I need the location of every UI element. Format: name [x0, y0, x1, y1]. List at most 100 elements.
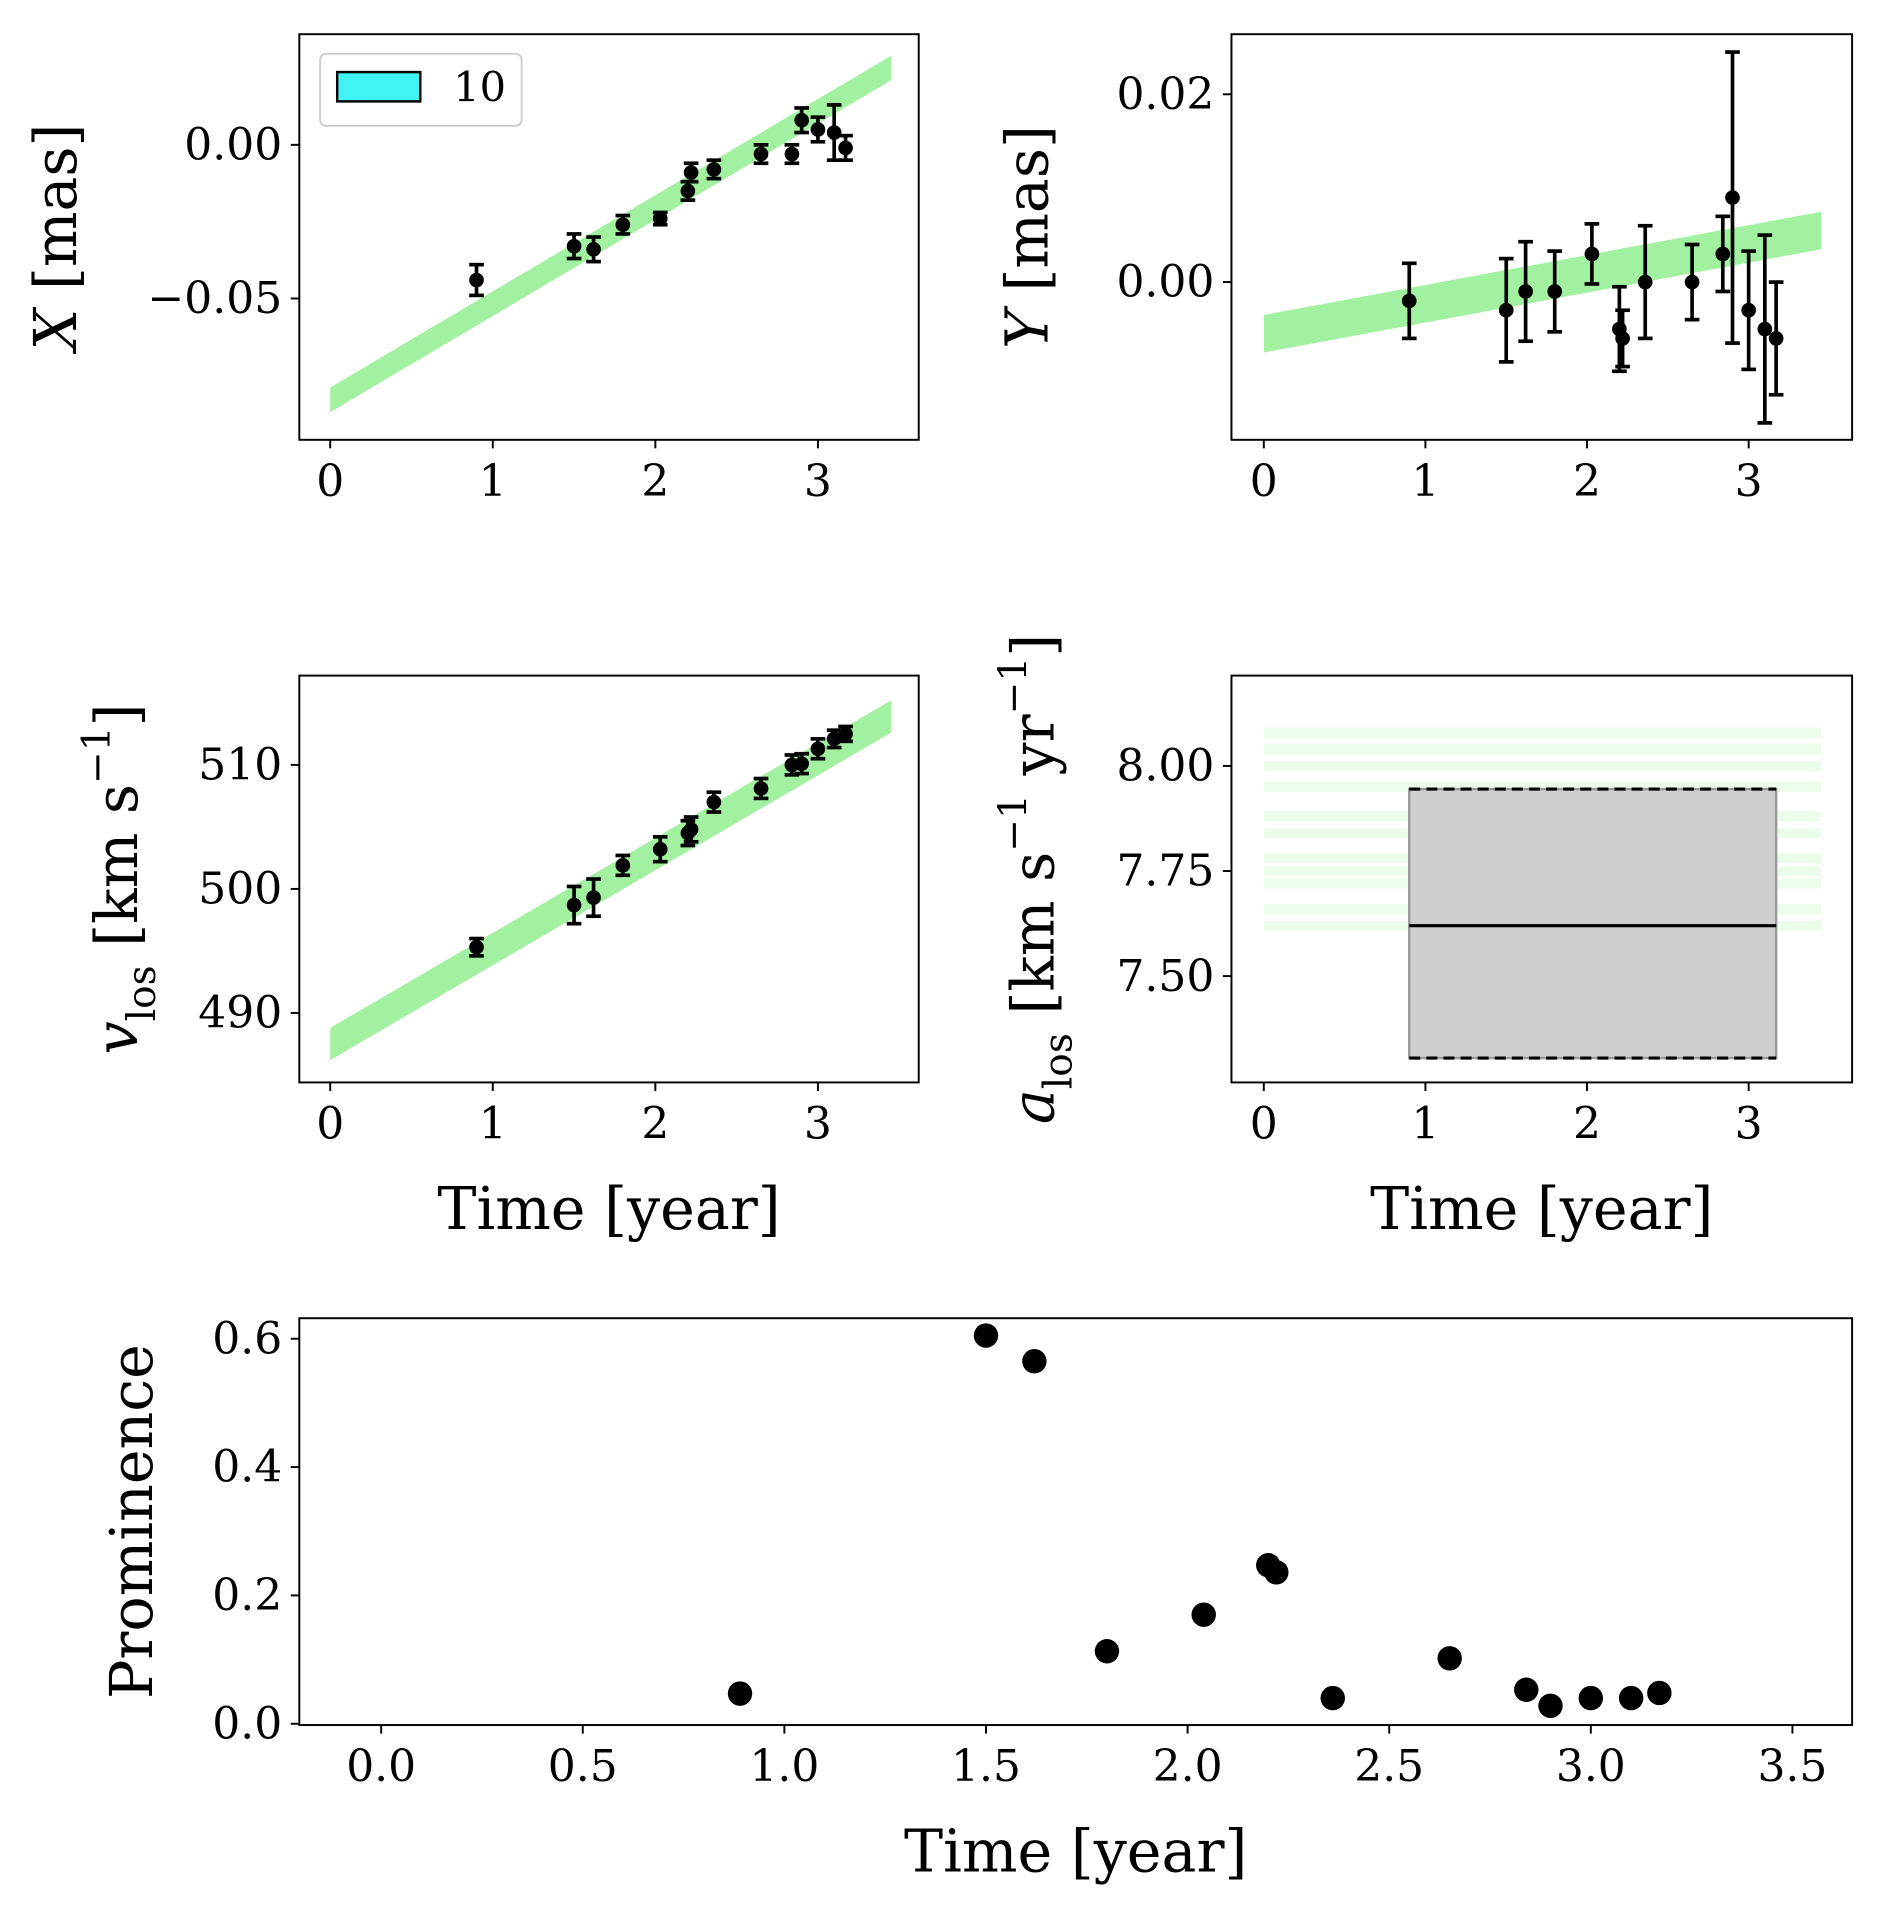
model-band	[330, 700, 892, 1061]
x-tick-label: 1.0	[749, 1741, 819, 1792]
y-tick-label: −0.05	[147, 273, 282, 324]
y-tick-label: 7.50	[1116, 951, 1214, 1002]
y-tick-label: 490	[198, 988, 282, 1039]
point	[586, 241, 601, 257]
panel: 0 1 2 3 490 500 510 Time [year] vlos [km s−1]	[75, 674, 920, 1243]
point	[794, 112, 809, 128]
point	[794, 756, 809, 771]
point	[615, 217, 631, 233]
point	[1578, 1685, 1604, 1711]
axes-frame	[298, 33, 920, 441]
point	[727, 1681, 753, 1706]
point	[753, 146, 769, 162]
y-axis-label-part: [mas]	[22, 124, 90, 309]
point	[1401, 293, 1417, 309]
point	[469, 272, 484, 288]
y-axis-label: Prominence	[98, 1344, 166, 1699]
y-axis-label-part: −1	[991, 794, 1036, 852]
panel: 0 1 2 3 0.00 0.02 Y [mas]	[993, 33, 1854, 507]
point	[1725, 190, 1740, 205]
point	[1514, 1677, 1539, 1702]
y-axis-label: X [mas]	[22, 124, 90, 355]
x-axis-label: Time [year]	[1370, 1175, 1713, 1243]
point	[1437, 1646, 1462, 1671]
model-band	[1263, 211, 1822, 353]
y-tick-label: 510	[198, 740, 282, 791]
y-axis-label-part: yr	[999, 713, 1067, 794]
point	[566, 897, 582, 913]
x-tick-label: 0	[316, 456, 344, 507]
point	[566, 238, 582, 254]
y-axis-label-part: [km s	[999, 852, 1067, 1033]
y-tick-label: 500	[198, 864, 282, 915]
x-tick-label: 2	[1573, 1099, 1601, 1150]
x-tick-label: 2	[1573, 456, 1601, 507]
point	[615, 858, 631, 873]
axes-frame	[1230, 33, 1854, 441]
point	[706, 162, 722, 177]
panel: 0.0 0.5 1.0 1.5 2.0 2.5 3.0 3.5 0.0 0.2 0.4 0.6 Time…	[98, 1313, 1854, 1886]
point	[1498, 302, 1514, 318]
y-axis-label-part: los	[1036, 1033, 1081, 1089]
x-tick-label: 3.5	[1757, 1741, 1827, 1792]
point	[1538, 1693, 1563, 1719]
x-tick-label: 0	[1250, 456, 1278, 507]
point	[1615, 331, 1630, 346]
y-axis-label-part: −1	[991, 657, 1036, 715]
point	[973, 1323, 999, 1348]
x-tick-label: 0	[1250, 1099, 1278, 1150]
point	[1637, 274, 1653, 290]
y-tick-label: 0.4	[212, 1442, 282, 1493]
x-axis-label: Time [year]	[437, 1175, 780, 1243]
point	[1757, 321, 1773, 337]
x-tick-label: 3	[804, 456, 832, 507]
y-tick-label: 0.6	[212, 1313, 282, 1364]
point	[1684, 274, 1700, 290]
y-tick-label: 7.75	[1116, 846, 1214, 897]
point	[680, 183, 696, 199]
box	[1408, 787, 1778, 1060]
point	[1715, 246, 1731, 262]
figure-body: 0 1 2 30.00−0.05X [mas]100 1 2 30.000.02Y [mas…	[22, 33, 1854, 1886]
point	[1768, 331, 1784, 346]
point	[683, 822, 699, 837]
point	[826, 731, 842, 747]
axes-frame	[298, 674, 920, 1084]
y-tick-label: 0.02	[1116, 69, 1214, 120]
point	[652, 841, 668, 857]
point	[784, 146, 800, 162]
point	[810, 122, 826, 137]
point	[652, 211, 668, 226]
x-tick-label: 0.5	[548, 1741, 618, 1792]
point	[1022, 1348, 1047, 1374]
x-tick-label: 1	[1411, 1099, 1439, 1150]
x-tick-label: 1	[479, 1099, 507, 1150]
x-tick-label: 0.0	[346, 1741, 416, 1792]
y-axis-label-part: los	[120, 965, 165, 1021]
x-tick-label: 2	[641, 456, 669, 507]
point	[838, 726, 853, 742]
point	[1191, 1602, 1216, 1627]
y-axis-label-part: ]	[999, 634, 1067, 657]
y-axis-label-part: ]	[83, 703, 151, 726]
point	[1584, 246, 1600, 262]
y-axis-label-part: −1	[75, 726, 120, 784]
panel: 0 1 2 3 7.50 7.75 8.00 Time [year] alos [km s−1 …	[991, 634, 1854, 1243]
point	[706, 794, 722, 810]
y-axis-label: Y [mas]	[993, 125, 1061, 349]
point	[1094, 1639, 1120, 1664]
y-axis-label-part: Y	[993, 305, 1061, 349]
point	[1647, 1680, 1672, 1706]
x-tick-label: 0	[316, 1099, 344, 1150]
x-tick-label: 1	[1411, 456, 1439, 507]
point	[586, 890, 601, 905]
point	[1320, 1685, 1345, 1711]
point	[753, 781, 769, 796]
y-tick-label: 0.2	[212, 1570, 282, 1621]
y-axis-label-part: [km s	[83, 784, 151, 965]
y-axis-label-part: a	[999, 1089, 1067, 1124]
axes-frame	[298, 1317, 1854, 1727]
point	[1518, 284, 1533, 299]
y-tick-label: 0.00	[1116, 257, 1214, 308]
